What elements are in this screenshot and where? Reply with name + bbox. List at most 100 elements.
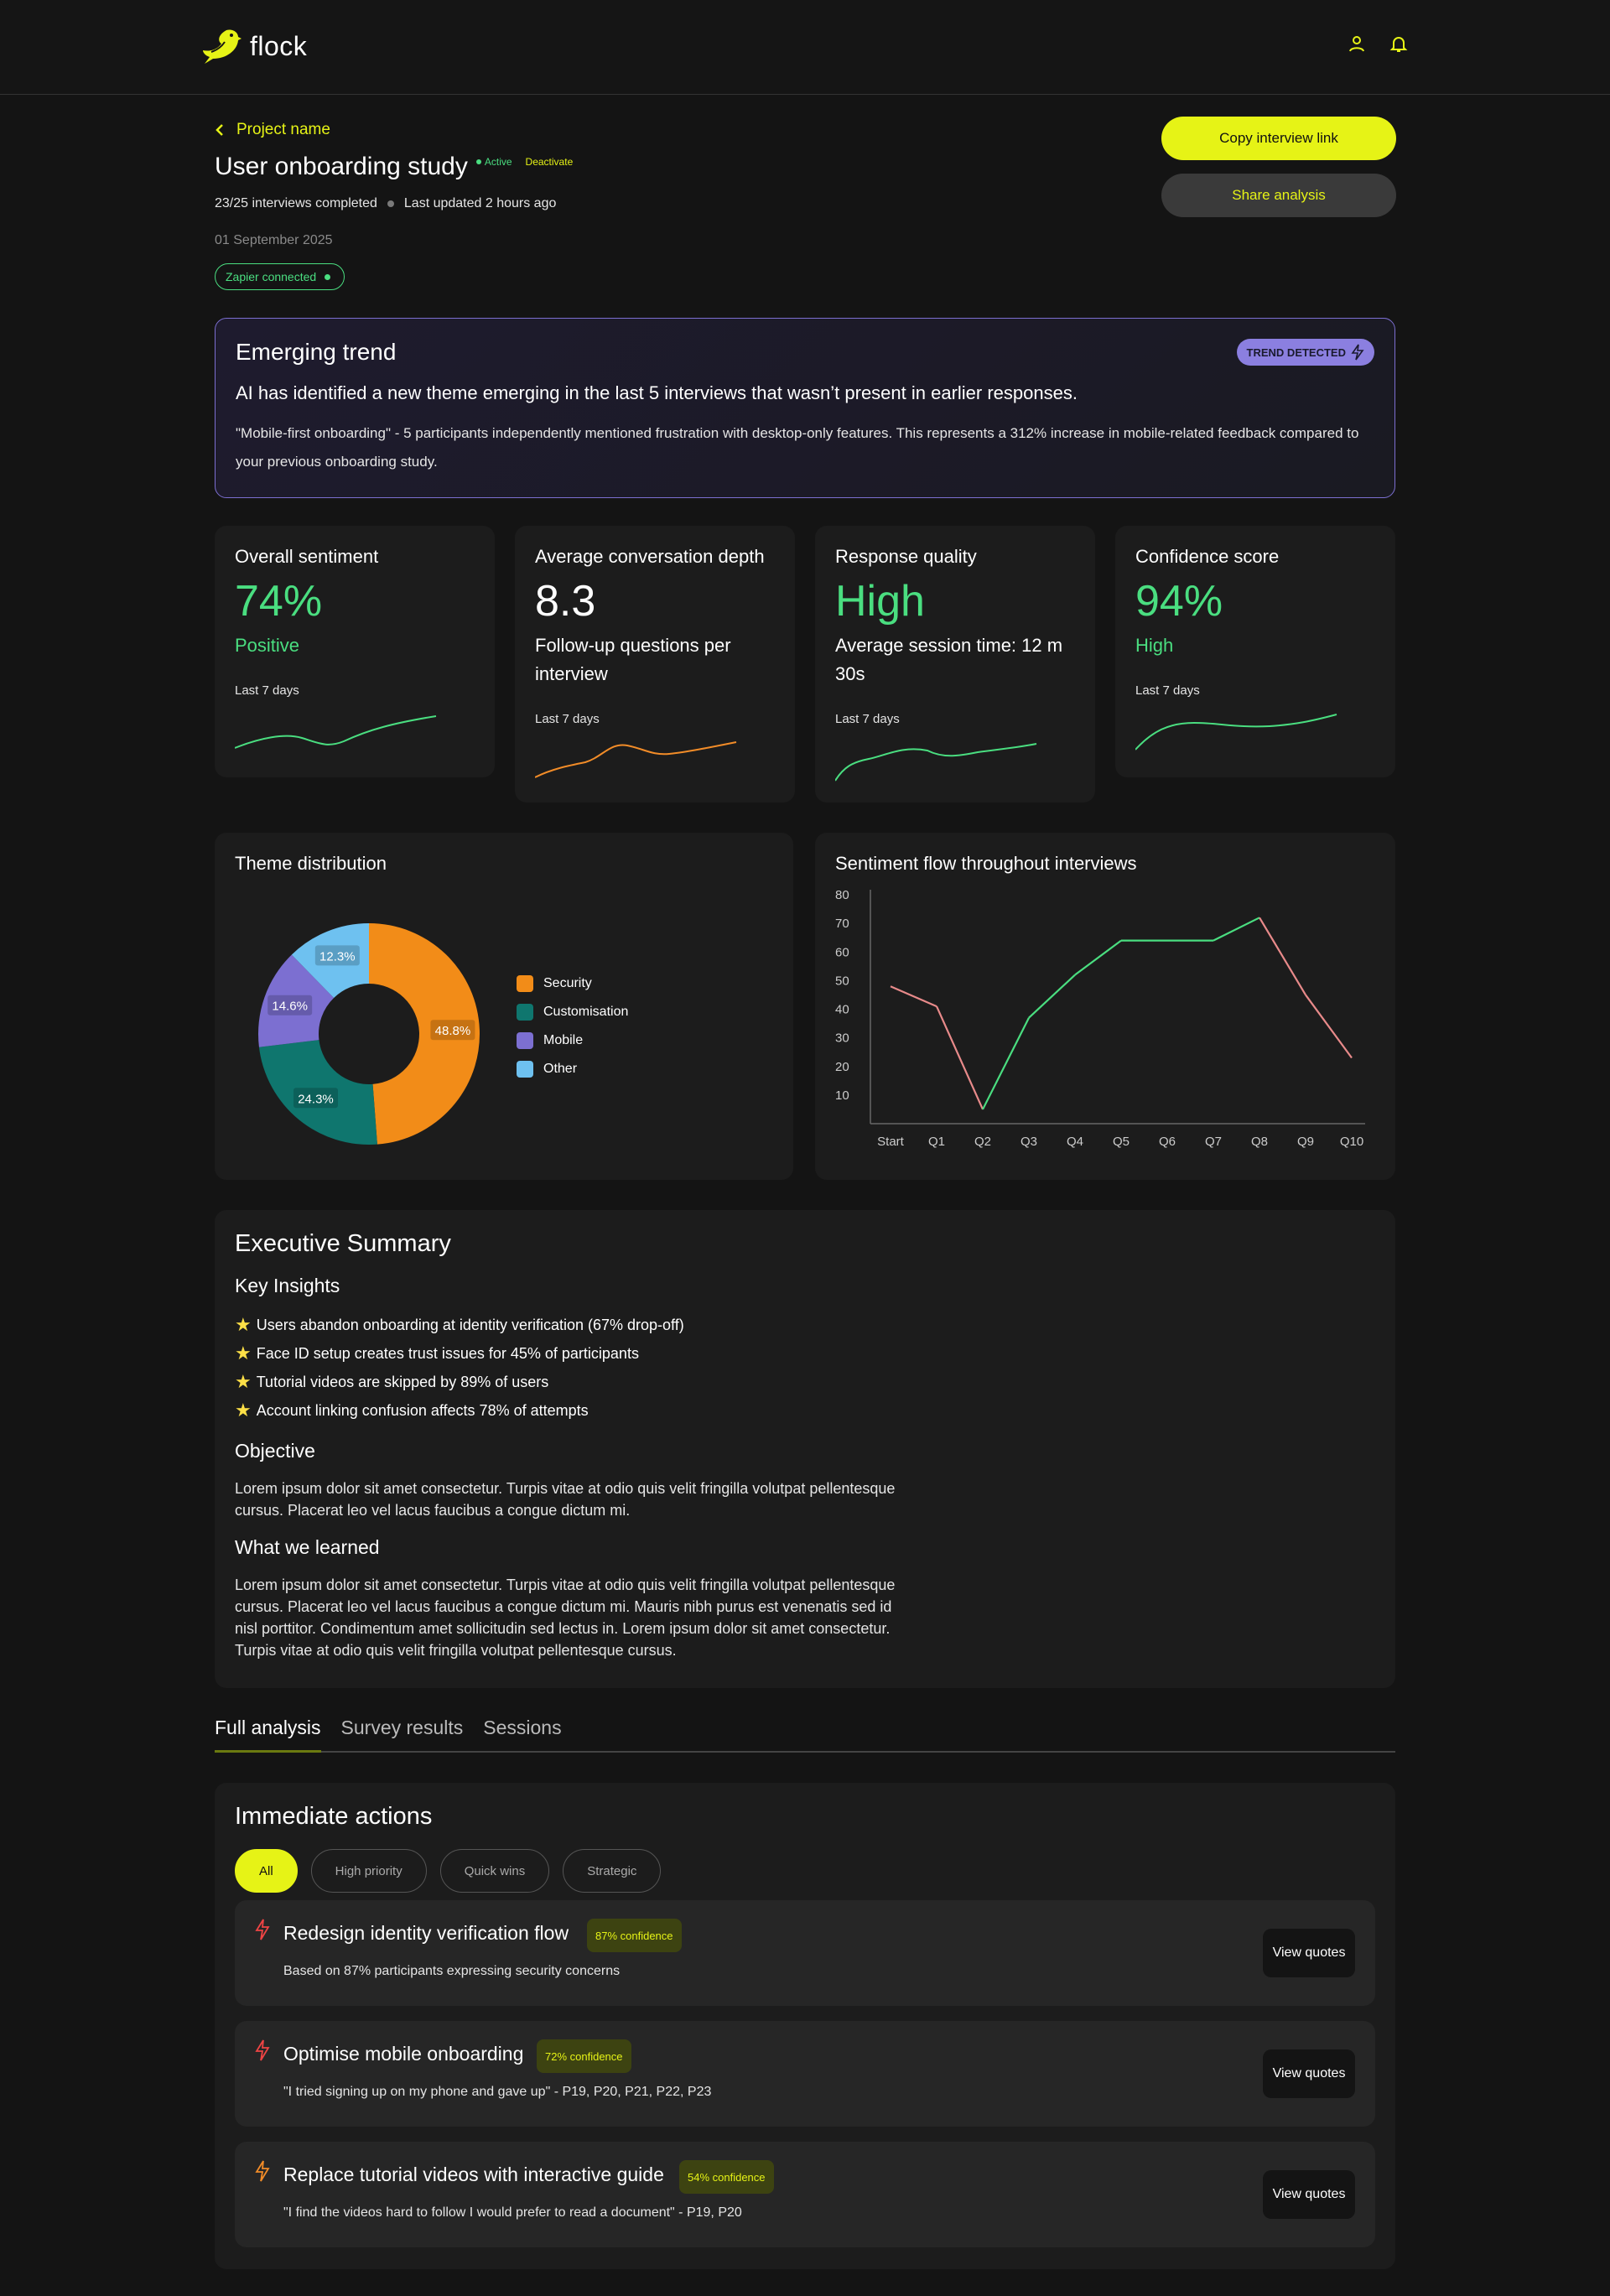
y-tick-label: 80 [835,888,849,902]
donut-slice-security[interactable] [369,923,480,1145]
donut-chart: 48.8% 24.3% 14.6% 12.3% [258,923,480,1145]
insight-text: Users abandon onboarding at identity ver… [256,1316,684,1333]
metric-card-confidence: Confidence score 94% High Last 7 days [1115,526,1395,777]
filter-strategic[interactable]: Strategic [563,1849,662,1893]
x-tick-label: Q1 [928,1135,945,1149]
sentiment-line-chart: 10 20 30 40 50 60 70 80 Start Q1 Q2 Q3 Q4 Q5 Q6 Q7 Q8 Q9 Q… [835,888,1365,1149]
x-tick-label: Start [877,1135,905,1149]
chart-legend: Security Customisation Mobile Other [517,975,628,1089]
y-tick-label: 60 [835,945,849,959]
y-tick-label: 50 [835,974,849,988]
donut-slice-customisation[interactable] [258,1040,377,1145]
filter-quick-wins[interactable]: Quick wins [439,1849,550,1893]
tab-full-analysis[interactable]: Full analysis [215,1712,321,1753]
logo[interactable]: flock [201,25,307,67]
svg-text:48.8%: 48.8% [435,1024,471,1038]
bell-icon[interactable] [1389,34,1409,54]
legend-item-other: Other [517,1061,628,1078]
series-segment [890,985,937,1008]
deactivate-link[interactable]: Deactivate [525,156,574,168]
legend-item-customisation: Customisation [517,1004,628,1021]
tab-sessions[interactable]: Sessions [483,1717,562,1738]
insight-text: Tutorial videos are skipped by 89% of us… [256,1373,549,1390]
action-title: Redesign identity verification flow [283,1922,569,1944]
svg-text:12.3%: 12.3% [319,949,356,964]
metric-value: 8.3 [535,577,596,626]
objective-text: Lorem ipsum dolor sit amet consectetur. … [235,1480,896,1519]
status-badge: Active [475,156,512,168]
view-quotes-button[interactable]: View quotes [1263,2049,1355,2098]
legend-label: Other [543,1062,578,1076]
y-tick-label: 20 [835,1060,849,1074]
legend-item-mobile: Mobile [517,1032,628,1049]
action-item: Redesign identity verification flow 87% … [235,1900,1375,2006]
metric-card-sentiment: Overall sentiment 74% Positive Last 7 da… [215,526,495,777]
series-segment [1213,917,1260,942]
page-title: User onboarding study [215,153,468,180]
legend-swatch [517,975,533,992]
tab-bar: Full analysis Survey results Sessions [215,1712,1395,1753]
emerging-trend-card: Emerging trend TREND DETECTED AI has ide… [215,318,1395,498]
back-link[interactable]: Project name [215,121,330,139]
metric-card-quality: Response quality High Average session ti… [815,526,1095,803]
x-tick-label: Q5 [1113,1135,1130,1149]
confidence-badge: 87% confidence [587,1919,682,1952]
insight-text: Face ID setup creates trust issues for 4… [256,1344,639,1362]
zapier-status-badge[interactable]: Zapier connected [215,263,345,290]
star-icon: ★ [235,1314,252,1335]
summary-title: Executive Summary [235,1230,451,1257]
interviews-count: 23/25 interviews completed [215,196,377,210]
metric-value: 74% [235,577,323,626]
tab-survey-results[interactable]: Survey results [340,1717,464,1738]
y-tick-label: 70 [835,917,849,931]
trend-title: Emerging trend [236,339,397,365]
share-analysis-button[interactable]: Share analysis [1161,174,1396,217]
series-segment [1074,939,1122,976]
confidence-badge: 72% confidence [537,2039,631,2073]
view-quotes-button[interactable]: View quotes [1263,1929,1355,1977]
insight-item: ★ Users abandon onboarding at identity ve… [235,1311,1375,1339]
svg-text:14.6%: 14.6% [272,1000,308,1014]
legend-label: Mobile [543,1033,584,1047]
metric-period: Last 7 days [535,712,600,726]
sparkline-confidence [1135,714,1337,751]
insight-item: ★ Account linking confusion affects 78% o… [235,1396,1375,1425]
slice-label: 14.6% [267,995,313,1016]
legend-label: Security [543,976,592,990]
series-segment [1028,974,1076,1019]
donut-slice-other[interactable] [291,923,369,999]
metric-label: Response quality [835,546,977,567]
sparkline-sentiment [235,715,437,749]
action-item: Replace tutorial videos with interactive… [235,2142,1375,2247]
y-tick-label: 10 [835,1088,849,1103]
top-bar: flock [0,0,1610,95]
user-icon[interactable] [1347,34,1367,54]
legend-swatch [517,1004,533,1021]
filter-all[interactable]: All [235,1849,298,1893]
metric-sub: High [1135,635,1174,656]
lightning-icon [255,1919,270,1940]
filter-high-priority[interactable]: High priority [310,1849,427,1893]
insight-item: ★ Tutorial videos are skipped by 89% of u… [235,1368,1375,1396]
copy-interview-link-button[interactable]: Copy interview link [1161,117,1396,160]
action-title: Optimise mobile onboarding [283,2043,524,2065]
insight-text: Account linking confusion affects 78% of… [256,1401,589,1419]
action-item: Optimise mobile onboarding 72% confidenc… [235,2021,1375,2127]
view-quotes-button[interactable]: View quotes [1263,2170,1355,2219]
x-tick-label: Q6 [1159,1135,1176,1149]
x-tick-label: Q10 [1340,1135,1363,1149]
metric-sub: Average session time: 12 m 30s [835,635,1063,684]
x-tick-label: Q7 [1205,1135,1222,1149]
metric-label: Confidence score [1135,546,1280,567]
key-insights-title: Key Insights [235,1275,340,1296]
lightning-icon [255,2039,270,2061]
chart-title: Sentiment flow throughout interviews [835,853,1137,874]
donut-slice-mobile[interactable] [258,954,335,1047]
lightning-icon [255,2160,270,2182]
metric-card-depth: Average conversation depth 8.3 Follow-up… [515,526,795,803]
metric-period: Last 7 days [835,712,900,726]
insight-item: ★ Face ID setup creates trust issues for … [235,1339,1375,1368]
lightning-icon [1351,344,1364,361]
bird-logo-icon [203,29,242,64]
sparkline-depth [535,741,737,778]
